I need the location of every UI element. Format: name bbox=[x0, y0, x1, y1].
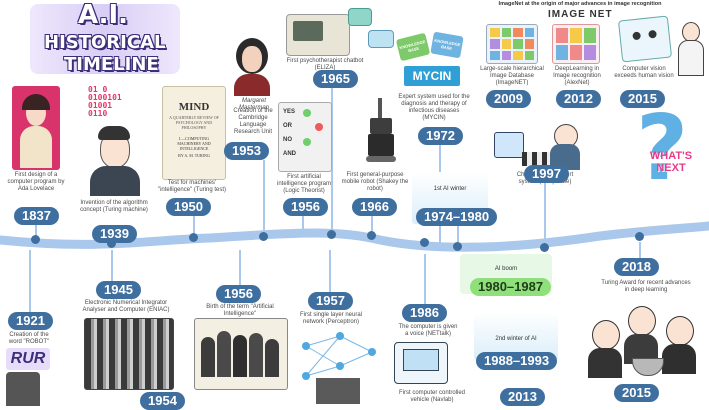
mind-journal-title: MIND bbox=[178, 101, 210, 113]
event-1965-label: First psychotherapist chatbot (ELIZA) bbox=[286, 58, 364, 71]
event-1957-label: First single layer neural network (Perce… bbox=[299, 312, 363, 325]
timeline-node bbox=[540, 243, 549, 252]
binary-line: 01001 bbox=[88, 101, 113, 110]
binary-code-graphic: 01 0 0100101 01001 0110 bbox=[88, 86, 144, 120]
event-2009-label: Large-scale hierarchical Image Database … bbox=[480, 66, 544, 86]
masterman-name: Margaret Masterman bbox=[238, 98, 269, 111]
event-1837-year[interactable]: 1837 bbox=[14, 207, 59, 225]
timeline-node bbox=[31, 235, 40, 244]
computer-vision-illustration bbox=[617, 15, 673, 63]
timeline-node bbox=[635, 232, 644, 241]
logic-theorist-panel: YES OR NO AND bbox=[278, 102, 332, 172]
timeline-node bbox=[367, 231, 376, 240]
event-1921-label: Creation of the word "ROBOT" bbox=[8, 332, 50, 345]
timeline-node bbox=[107, 239, 116, 248]
dartmouth-group-photo bbox=[194, 318, 288, 390]
mind-journal-article: I.—COMPUTING MACHINERY AND INTELLIGENCE bbox=[177, 136, 211, 151]
event-1972-year[interactable]: 1972 bbox=[418, 127, 463, 145]
imagenet-database-grid bbox=[486, 24, 538, 64]
event-2012-year[interactable]: 2012 bbox=[556, 90, 601, 108]
event-1950-label: Test for machines' "intelligence" (Turin… bbox=[157, 180, 227, 193]
event-1956b-label: Birth of the term "Artificial Intelligen… bbox=[206, 304, 274, 317]
event-2015b-year[interactable]: 2015 bbox=[614, 384, 659, 402]
ai-winter-1-years[interactable]: 1974–1980 bbox=[416, 208, 498, 226]
chat-bubble-icon bbox=[348, 8, 372, 26]
mind-journal-author: BY A. M. TURING bbox=[178, 153, 210, 158]
alexnet-image-grid bbox=[552, 24, 600, 64]
title-line1: A.I. bbox=[78, 0, 129, 30]
event-1953-label: Creation of the Cambridge Language Resea… bbox=[233, 108, 273, 135]
event-1950-year[interactable]: 1950 bbox=[166, 198, 211, 216]
nettalk-computer-illustration bbox=[394, 342, 448, 384]
timeline-node bbox=[259, 232, 268, 241]
event-2012-label: DeepLearning in Image recognition (AlexN… bbox=[553, 66, 601, 86]
event-1986-year[interactable]: 1986 bbox=[402, 304, 447, 322]
event-2013-year[interactable]: 2013 bbox=[500, 388, 545, 406]
event-1837-label: First design of a computer program by Ad… bbox=[7, 172, 65, 192]
event-1965-year[interactable]: 1965 bbox=[313, 70, 358, 88]
logic-row: NO bbox=[283, 137, 292, 143]
event-2009-year[interactable]: 2009 bbox=[486, 90, 531, 108]
event-1966-year[interactable]: 1966 bbox=[352, 198, 397, 216]
whats-next-label: WHAT'S NEXT bbox=[649, 150, 693, 174]
turing-award-winners-illustration bbox=[588, 300, 706, 380]
logic-row: YES bbox=[283, 109, 296, 115]
ai-boom-years[interactable]: 1980–1987 bbox=[470, 278, 552, 296]
title-backdrop bbox=[30, 4, 180, 74]
question-mark-icon: ? bbox=[636, 96, 689, 201]
event-2018-label: Turing Award for recent advances in deep… bbox=[601, 280, 691, 293]
ai-winter-1-label: 1st AI winter bbox=[433, 186, 467, 192]
event-2015a-label: Computer vision exceeds human vision bbox=[614, 66, 674, 79]
neural-network-illustration bbox=[302, 332, 376, 404]
robot-illustration bbox=[6, 372, 40, 406]
event-1939-label: Invention of the algorithm concept (Turi… bbox=[80, 200, 148, 213]
event-1956b-year[interactable]: 1956 bbox=[216, 285, 261, 303]
timeline-node bbox=[453, 242, 462, 251]
eniac-photo bbox=[84, 318, 174, 390]
event-1921-year[interactable]: 1921 bbox=[8, 312, 53, 330]
navlab-label: First computer controlled vehicle (Navla… bbox=[398, 390, 466, 403]
timeline-node bbox=[420, 238, 429, 247]
event-1997-year[interactable]: 1997 bbox=[524, 165, 569, 183]
logic-row: AND bbox=[283, 151, 296, 157]
binary-line: 0100101 bbox=[88, 93, 122, 102]
event-2015a-year[interactable]: 2015 bbox=[620, 90, 665, 108]
eliza-computer-illustration bbox=[286, 14, 350, 56]
event-1972-label: Expert system used for the diagnosis and… bbox=[398, 94, 470, 121]
rur-logo: RUR bbox=[6, 348, 50, 370]
margaret-masterman-portrait bbox=[228, 34, 276, 96]
binary-line: 01 0 bbox=[88, 85, 108, 94]
event-1939-year[interactable]: 1939 bbox=[92, 225, 137, 243]
event-1956a-label: First artificial intelligence program (L… bbox=[276, 174, 332, 194]
event-1966-label: First general-purpose mobile robot (Shak… bbox=[341, 172, 409, 192]
event-2018-year[interactable]: 2018 bbox=[614, 258, 659, 276]
chat-bubble-icon bbox=[368, 30, 394, 48]
mycin-logo: MYCIN bbox=[404, 66, 460, 86]
event-1986-label: The computer is given a voice (NETtalk) bbox=[398, 324, 458, 337]
ada-lovelace-portrait bbox=[12, 86, 60, 170]
imagenet-logo: IMAGE NET bbox=[548, 9, 613, 20]
event-1956a-year[interactable]: 1956 bbox=[283, 198, 328, 216]
event-1954-year[interactable]: 1954 bbox=[140, 392, 185, 410]
event-1957-year[interactable]: 1957 bbox=[308, 292, 353, 310]
logic-row: OR bbox=[283, 123, 292, 129]
event-1953-year[interactable]: 1953 bbox=[224, 142, 269, 160]
timeline-node bbox=[327, 230, 336, 239]
timeline-node bbox=[189, 233, 198, 242]
alan-turing-portrait bbox=[84, 118, 146, 200]
imagenet-caption: ImageNet at the origin of major advances… bbox=[498, 1, 662, 7]
ai-boom-label: AI boom bbox=[494, 266, 518, 272]
title-line3: TIMELINE bbox=[64, 54, 159, 75]
mind-journal-cover: MIND A QUARTERLY REVIEW OF PSYCHOLOGY AN… bbox=[162, 86, 226, 180]
person-illustration bbox=[676, 22, 704, 76]
title-line2: HISTORICAL bbox=[44, 32, 166, 53]
mind-journal-sub: A QUARTERLY REVIEW OF PSYCHOLOGY AND PHI… bbox=[169, 115, 219, 130]
event-1945-label: Electronic Numerical Integrator Analyser… bbox=[82, 300, 170, 313]
event-1945-year[interactable]: 1945 bbox=[96, 281, 141, 299]
ai-winter-2-label: 2nd winter of AI bbox=[495, 336, 537, 342]
ai-winter-2-years[interactable]: 1988–1993 bbox=[476, 352, 558, 370]
shakey-robot-illustration bbox=[364, 98, 400, 164]
binary-line: 0110 bbox=[88, 109, 108, 118]
